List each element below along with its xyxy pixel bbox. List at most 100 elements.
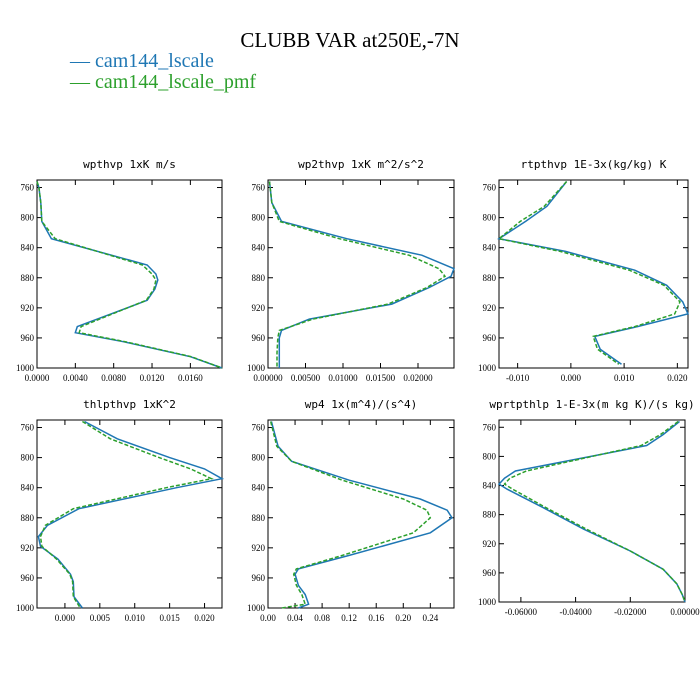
panel-title: wp2thvp 1xK m^2/s^2 xyxy=(298,158,424,171)
x-tick-label: 0.00 xyxy=(260,613,276,623)
y-tick-label: 840 xyxy=(483,243,497,253)
y-tick-label: 880 xyxy=(21,273,35,283)
x-tick-label: 0.08 xyxy=(314,613,330,623)
y-tick-label: 960 xyxy=(483,333,497,343)
panel-title: wprtpthlp 1-E-3x(m kg K)/(s kg) xyxy=(489,398,694,411)
x-tick-label: 0.01500 xyxy=(366,373,396,383)
y-tick-label: 1000 xyxy=(247,603,266,613)
y-tick-label: 840 xyxy=(483,481,497,491)
y-tick-label: 840 xyxy=(21,243,35,253)
y-tick-label: 880 xyxy=(483,273,497,283)
y-tick-label: 760 xyxy=(21,423,35,433)
x-tick-label: 0.000 xyxy=(561,373,582,383)
series-line-lscale xyxy=(270,421,454,609)
y-tick-label: 960 xyxy=(21,573,35,583)
y-tick-label: 1000 xyxy=(478,363,497,373)
y-tick-label: 960 xyxy=(21,333,35,343)
panel-title: wpthvp 1xK m/s xyxy=(83,158,176,171)
y-tick-label: 960 xyxy=(252,573,266,583)
panel-title: wp4 1x(m^4)/(s^4) xyxy=(305,398,418,411)
x-tick-label: -0.02000 xyxy=(614,607,647,617)
plot-frame xyxy=(267,419,455,609)
x-tick-label: 0.12 xyxy=(341,613,357,623)
y-tick-label: 880 xyxy=(252,273,266,283)
y-tick-label: 880 xyxy=(21,513,35,523)
x-tick-label: 0.005 xyxy=(90,613,111,623)
y-tick-label: 800 xyxy=(483,213,497,223)
series-line-lscale xyxy=(37,420,225,609)
plot-frame xyxy=(36,179,223,369)
panel-5: wp4 1x(m^4)/(s^4)76080084088092096010000… xyxy=(247,398,455,623)
x-tick-label: 0.00500 xyxy=(291,373,321,383)
series-line-lscale-pmf xyxy=(497,180,681,365)
x-tick-label: 0.000 xyxy=(55,613,76,623)
y-tick-label: 960 xyxy=(252,333,266,343)
panel-6: wprtpthlp 1-E-3x(m kg K)/(s kg) 760 800 840… xyxy=(478,398,700,617)
y-tick-label: 800 xyxy=(252,453,266,463)
panel-4: thlpthvp 1xK^2 760 800 840 880 920 960 1000 0.00… xyxy=(16,398,225,623)
y-tick-label: 840 xyxy=(21,483,35,493)
series-line-lscale-pmf xyxy=(269,421,432,609)
x-tick-label: 0.010 xyxy=(125,613,146,623)
plot-frame xyxy=(267,179,455,369)
y-tick-label: 920 xyxy=(21,303,35,313)
x-tick-label: 0.16 xyxy=(368,613,384,623)
x-tick-label: 0.020 xyxy=(667,373,688,383)
series-line-lscale-pmf xyxy=(39,420,214,609)
y-tick-label: 920 xyxy=(483,539,497,549)
y-tick-label: 760 xyxy=(483,422,497,432)
y-tick-label: 1000 xyxy=(16,603,35,613)
panel-3: rtpthvp 1E-3x(kg/kg) K 760 800 840 880 920 960… xyxy=(478,158,690,383)
panel-title: thlpthvp 1xK^2 xyxy=(83,398,176,411)
series-line-lscale-pmf xyxy=(268,181,447,368)
y-tick-label: 920 xyxy=(252,303,266,313)
figure-title: CLUBB VAR at250E,-7N xyxy=(240,28,460,52)
x-tick-label: 0.00000 xyxy=(253,373,283,383)
series-line-lscale xyxy=(36,181,223,369)
x-tick-label: 0.02000 xyxy=(403,373,433,383)
legend-entry-lscale: — cam144_lscale xyxy=(70,50,214,73)
y-tick-label: 880 xyxy=(483,510,497,520)
x-tick-label: 0.0000 xyxy=(25,373,50,383)
y-tick-label: 800 xyxy=(483,451,497,461)
legend-label-lscale: cam144_lscale xyxy=(95,50,214,72)
series-line-lscale xyxy=(497,420,686,603)
legend-label-lscale-pmf: cam144_lscale_pmf xyxy=(95,71,257,93)
plot-frame xyxy=(498,419,686,603)
x-tick-label: 0.010 xyxy=(614,373,635,383)
y-tick-label: 840 xyxy=(252,483,266,493)
x-tick-label: 0.24 xyxy=(422,613,438,623)
y-tick-label: 800 xyxy=(252,213,266,223)
y-tick-label: 1000 xyxy=(247,363,266,373)
x-tick-label: 0.04 xyxy=(287,613,303,623)
series-line-lscale-pmf xyxy=(36,181,223,369)
x-tick-label: -0.010 xyxy=(506,373,530,383)
x-tick-label: 0.01000 xyxy=(328,373,358,383)
series-line-lscale xyxy=(268,181,455,368)
y-tick-label: 760 xyxy=(252,423,266,433)
x-tick-label: -0.06000 xyxy=(505,607,538,617)
x-tick-label: -0.04000 xyxy=(559,607,592,617)
y-tick-label: 920 xyxy=(21,543,35,553)
plot-frame xyxy=(36,419,223,609)
x-tick-label: 0.0080 xyxy=(101,373,126,383)
y-tick-label: 800 xyxy=(21,453,35,463)
y-tick-label: 1000 xyxy=(478,597,497,607)
x-tick-label: 0.0160 xyxy=(178,373,203,383)
series-line-lscale-pmf xyxy=(503,420,686,603)
y-tick-label: 760 xyxy=(252,183,266,193)
x-tick-label: 0.20 xyxy=(395,613,411,623)
panel-title: rtpthvp 1E-3x(kg/kg) K xyxy=(521,158,667,171)
legend-swatch-lscale: — xyxy=(70,50,95,72)
y-tick-label: 760 xyxy=(483,183,497,193)
x-tick-label: 0.0040 xyxy=(63,373,88,383)
panel-2: wp2thvp 1xK m^2/s^2 760 800 840 880 920 960 100… xyxy=(247,158,455,383)
legend-swatch-lscale-pmf: — xyxy=(70,71,95,93)
y-tick-label: 920 xyxy=(252,543,266,553)
x-tick-label: 0.015 xyxy=(160,613,181,623)
y-tick-label: 880 xyxy=(252,513,266,523)
x-tick-label: 0.020 xyxy=(194,613,215,623)
y-tick-label: 1000 xyxy=(16,363,35,373)
y-tick-label: 920 xyxy=(483,303,497,313)
